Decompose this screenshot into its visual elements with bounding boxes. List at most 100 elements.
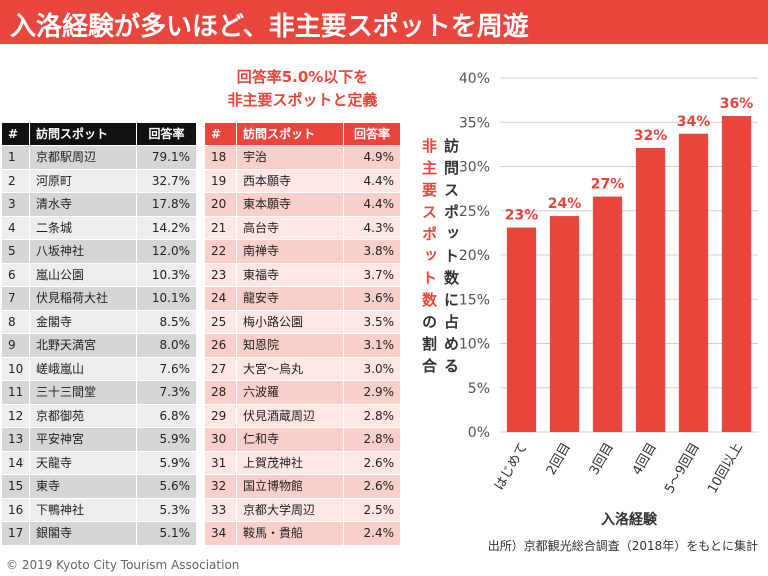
table-cell: 5 bbox=[2, 240, 29, 263]
table-cell: 嵐山公園 bbox=[30, 263, 136, 286]
table-cell: 5.9% bbox=[137, 428, 196, 451]
table-cell: 15 bbox=[2, 475, 29, 498]
x-tick-label: 3回目 bbox=[587, 441, 617, 478]
table-cell: 20 bbox=[205, 193, 236, 216]
table-cell: 3.6% bbox=[344, 287, 400, 310]
x-tick-label: はじめて bbox=[492, 441, 531, 494]
table-cell: 5.6% bbox=[137, 475, 196, 498]
table-cell: 10.3% bbox=[137, 263, 196, 286]
value-label: 36% bbox=[720, 96, 754, 112]
table-cell: 京都御苑 bbox=[30, 404, 136, 427]
table-cell: 23 bbox=[205, 263, 236, 286]
table-cell: 大宮～烏丸 bbox=[237, 357, 343, 380]
table-cell: 2.8% bbox=[344, 428, 400, 451]
table-cell: 17 bbox=[2, 522, 29, 545]
table-cell: 6 bbox=[2, 263, 29, 286]
table-cell: 4 bbox=[2, 216, 29, 239]
table-cell: 7 bbox=[2, 287, 29, 310]
table-cell: 3.5% bbox=[344, 310, 400, 333]
table-header: 訪問スポット bbox=[237, 123, 343, 145]
table-cell: 29 bbox=[205, 404, 236, 427]
table-cell: 10.1% bbox=[137, 287, 196, 310]
table-cell: 18 bbox=[205, 146, 236, 169]
table-cell: 21 bbox=[205, 216, 236, 239]
table-cell: 下鴨神社 bbox=[30, 498, 136, 521]
y-axis-title-rest: の割合 bbox=[420, 314, 438, 380]
copyright: © 2019 Kyoto City Tourism Association bbox=[6, 558, 240, 572]
table-cell: 7.6% bbox=[137, 357, 196, 380]
table-cell: 3.1% bbox=[344, 334, 400, 357]
y-tick-label: 5% bbox=[468, 381, 490, 397]
table-cell: 清水寺 bbox=[30, 193, 136, 216]
table-cell: 19 bbox=[205, 169, 236, 192]
table-cell: 2.6% bbox=[344, 475, 400, 498]
table-header: 訪問スポット bbox=[30, 123, 136, 145]
table-cell: 5.9% bbox=[137, 451, 196, 474]
table-cell: 30 bbox=[205, 428, 236, 451]
bar bbox=[592, 196, 623, 432]
value-label: 32% bbox=[634, 128, 668, 144]
table-cell: 79.1% bbox=[137, 146, 196, 169]
table-cell: 伏見酒蔵周辺 bbox=[237, 404, 343, 427]
table-cell: 八坂神社 bbox=[30, 240, 136, 263]
note: 非主要スポットと定義 bbox=[227, 91, 378, 109]
table-cell: 3.0% bbox=[344, 357, 400, 380]
table-cell: 4.9% bbox=[344, 146, 400, 169]
table-cell: 26 bbox=[205, 334, 236, 357]
table-cell: 2.5% bbox=[344, 498, 400, 521]
table-cell: 25 bbox=[205, 310, 236, 333]
y-tick-label: 15% bbox=[459, 292, 490, 308]
bar bbox=[721, 116, 752, 433]
table-cell: 六波羅 bbox=[237, 381, 343, 404]
table-cell: 龍安寺 bbox=[237, 287, 343, 310]
table-cell: 2.9% bbox=[344, 381, 400, 404]
x-tick-label: 2回目 bbox=[544, 441, 574, 478]
table-cell: 北野天満宮 bbox=[30, 334, 136, 357]
value-label: 23% bbox=[505, 208, 539, 224]
table-cell: 1 bbox=[2, 146, 29, 169]
table-cell: 27 bbox=[205, 357, 236, 380]
table-cell: 5.1% bbox=[137, 522, 196, 545]
table-cell: 11 bbox=[2, 381, 29, 404]
table-header: # bbox=[205, 123, 236, 145]
table-cell: 9 bbox=[2, 334, 29, 357]
table-cell: 6.8% bbox=[137, 404, 196, 427]
y-tick-label: 35% bbox=[459, 115, 490, 131]
table-cell: 三十三間堂 bbox=[30, 381, 136, 404]
table-cell: 3.8% bbox=[344, 240, 400, 263]
table-cell: 京都駅周辺 bbox=[30, 146, 136, 169]
table-cell: 伏見稲荷大社 bbox=[30, 287, 136, 310]
y-tick-label: 25% bbox=[459, 204, 490, 220]
table-cell: 4.3% bbox=[344, 216, 400, 239]
table-cell: 国立博物館 bbox=[237, 475, 343, 498]
table-cell: 上賀茂神社 bbox=[237, 451, 343, 474]
table-cell: 2.6% bbox=[344, 451, 400, 474]
table-cell: 8.5% bbox=[137, 310, 196, 333]
y-axis-title-highlight: 非主要スポット数 bbox=[420, 138, 438, 314]
table-cell: 知恩院 bbox=[237, 334, 343, 357]
value-label: 24% bbox=[548, 196, 582, 212]
table-cell: 3.7% bbox=[344, 263, 400, 286]
source-note: 出所）京都観光総合調査（2018年）をもとに集計 bbox=[488, 538, 758, 553]
table-header: 回答率 bbox=[344, 123, 400, 145]
table-cell: 12 bbox=[2, 404, 29, 427]
y-axis-title: 訪問スポット数に占める 非主要スポット数の割合 bbox=[418, 138, 462, 398]
table-cell: 嵯峨嵐山 bbox=[30, 357, 136, 380]
note: 回答率5.0%以下を bbox=[236, 68, 369, 86]
table-cell: 3 bbox=[2, 193, 29, 216]
table-cell: 5.3% bbox=[137, 498, 196, 521]
table-cell: 7.3% bbox=[137, 381, 196, 404]
y-tick-label: 0% bbox=[468, 425, 490, 441]
y-tick-label: 40% bbox=[459, 71, 490, 87]
table-cell: 河原町 bbox=[30, 169, 136, 192]
table-cell: 32 bbox=[205, 475, 236, 498]
table-cell: 4.4% bbox=[344, 193, 400, 216]
table-cell: 梅小路公園 bbox=[237, 310, 343, 333]
value-label: 27% bbox=[591, 177, 625, 193]
bar bbox=[506, 227, 537, 432]
bar bbox=[678, 133, 709, 432]
x-tick-label: 4回目 bbox=[630, 441, 660, 478]
table-cell: 31 bbox=[205, 451, 236, 474]
table-cell: 平安神宮 bbox=[30, 428, 136, 451]
